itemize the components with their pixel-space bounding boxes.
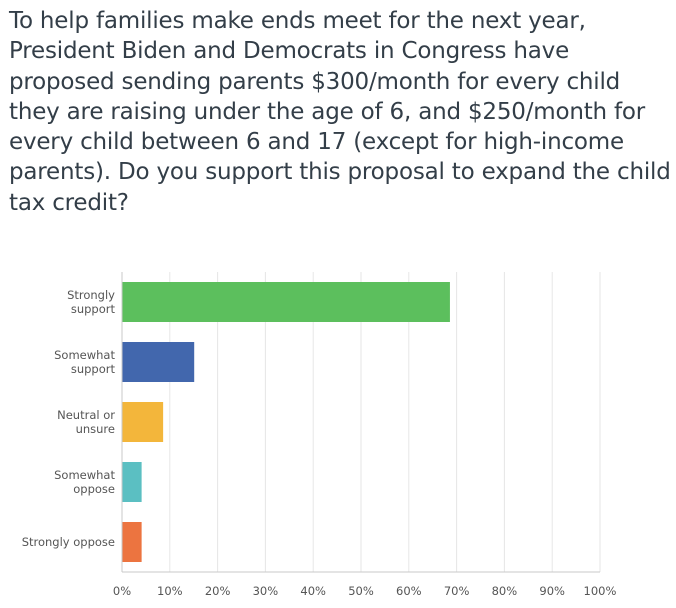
bar-somewhat-support: [122, 342, 195, 382]
x-tick-label-10: 10%: [157, 584, 183, 598]
x-tick-label-90: 90%: [539, 584, 565, 598]
bar-strongly-support: [122, 282, 450, 322]
bar-strongly-oppose: [122, 522, 142, 562]
x-tick-label-20: 20%: [205, 584, 231, 598]
bar-somewhat-oppose: [122, 462, 142, 502]
x-tick-label-70: 70%: [444, 584, 470, 598]
x-tick-label-80: 80%: [492, 584, 518, 598]
category-labels: Strongly support Somewhat support Neutral or…: [22, 288, 116, 549]
category-label-strongly-support: Strongly support: [67, 288, 115, 316]
x-tick-label-40: 40%: [300, 584, 326, 598]
category-label-neutral-or-unsure: Neutral or unsure: [57, 408, 115, 436]
x-tick-label-30: 30%: [253, 584, 279, 598]
x-tick-labels: 0% 10% 20% 30% 40% 50% 60% 70% 80% 90% 100%: [113, 584, 617, 598]
x-tick-label-60: 60%: [396, 584, 422, 598]
x-tick-label-0: 0%: [113, 584, 131, 598]
category-label-strongly-oppose: Strongly oppose: [22, 535, 115, 549]
x-tick-label-50: 50%: [348, 584, 374, 598]
bars: [122, 282, 450, 562]
x-tick-label-100: 100%: [584, 584, 617, 598]
bar-neutral-or-unsure: [122, 402, 164, 442]
category-label-somewhat-oppose: Somewhat oppose: [54, 468, 115, 496]
survey-question: To help families make ends meet for the …: [9, 8, 671, 216]
category-label-somewhat-support: Somewhat support: [54, 348, 115, 376]
